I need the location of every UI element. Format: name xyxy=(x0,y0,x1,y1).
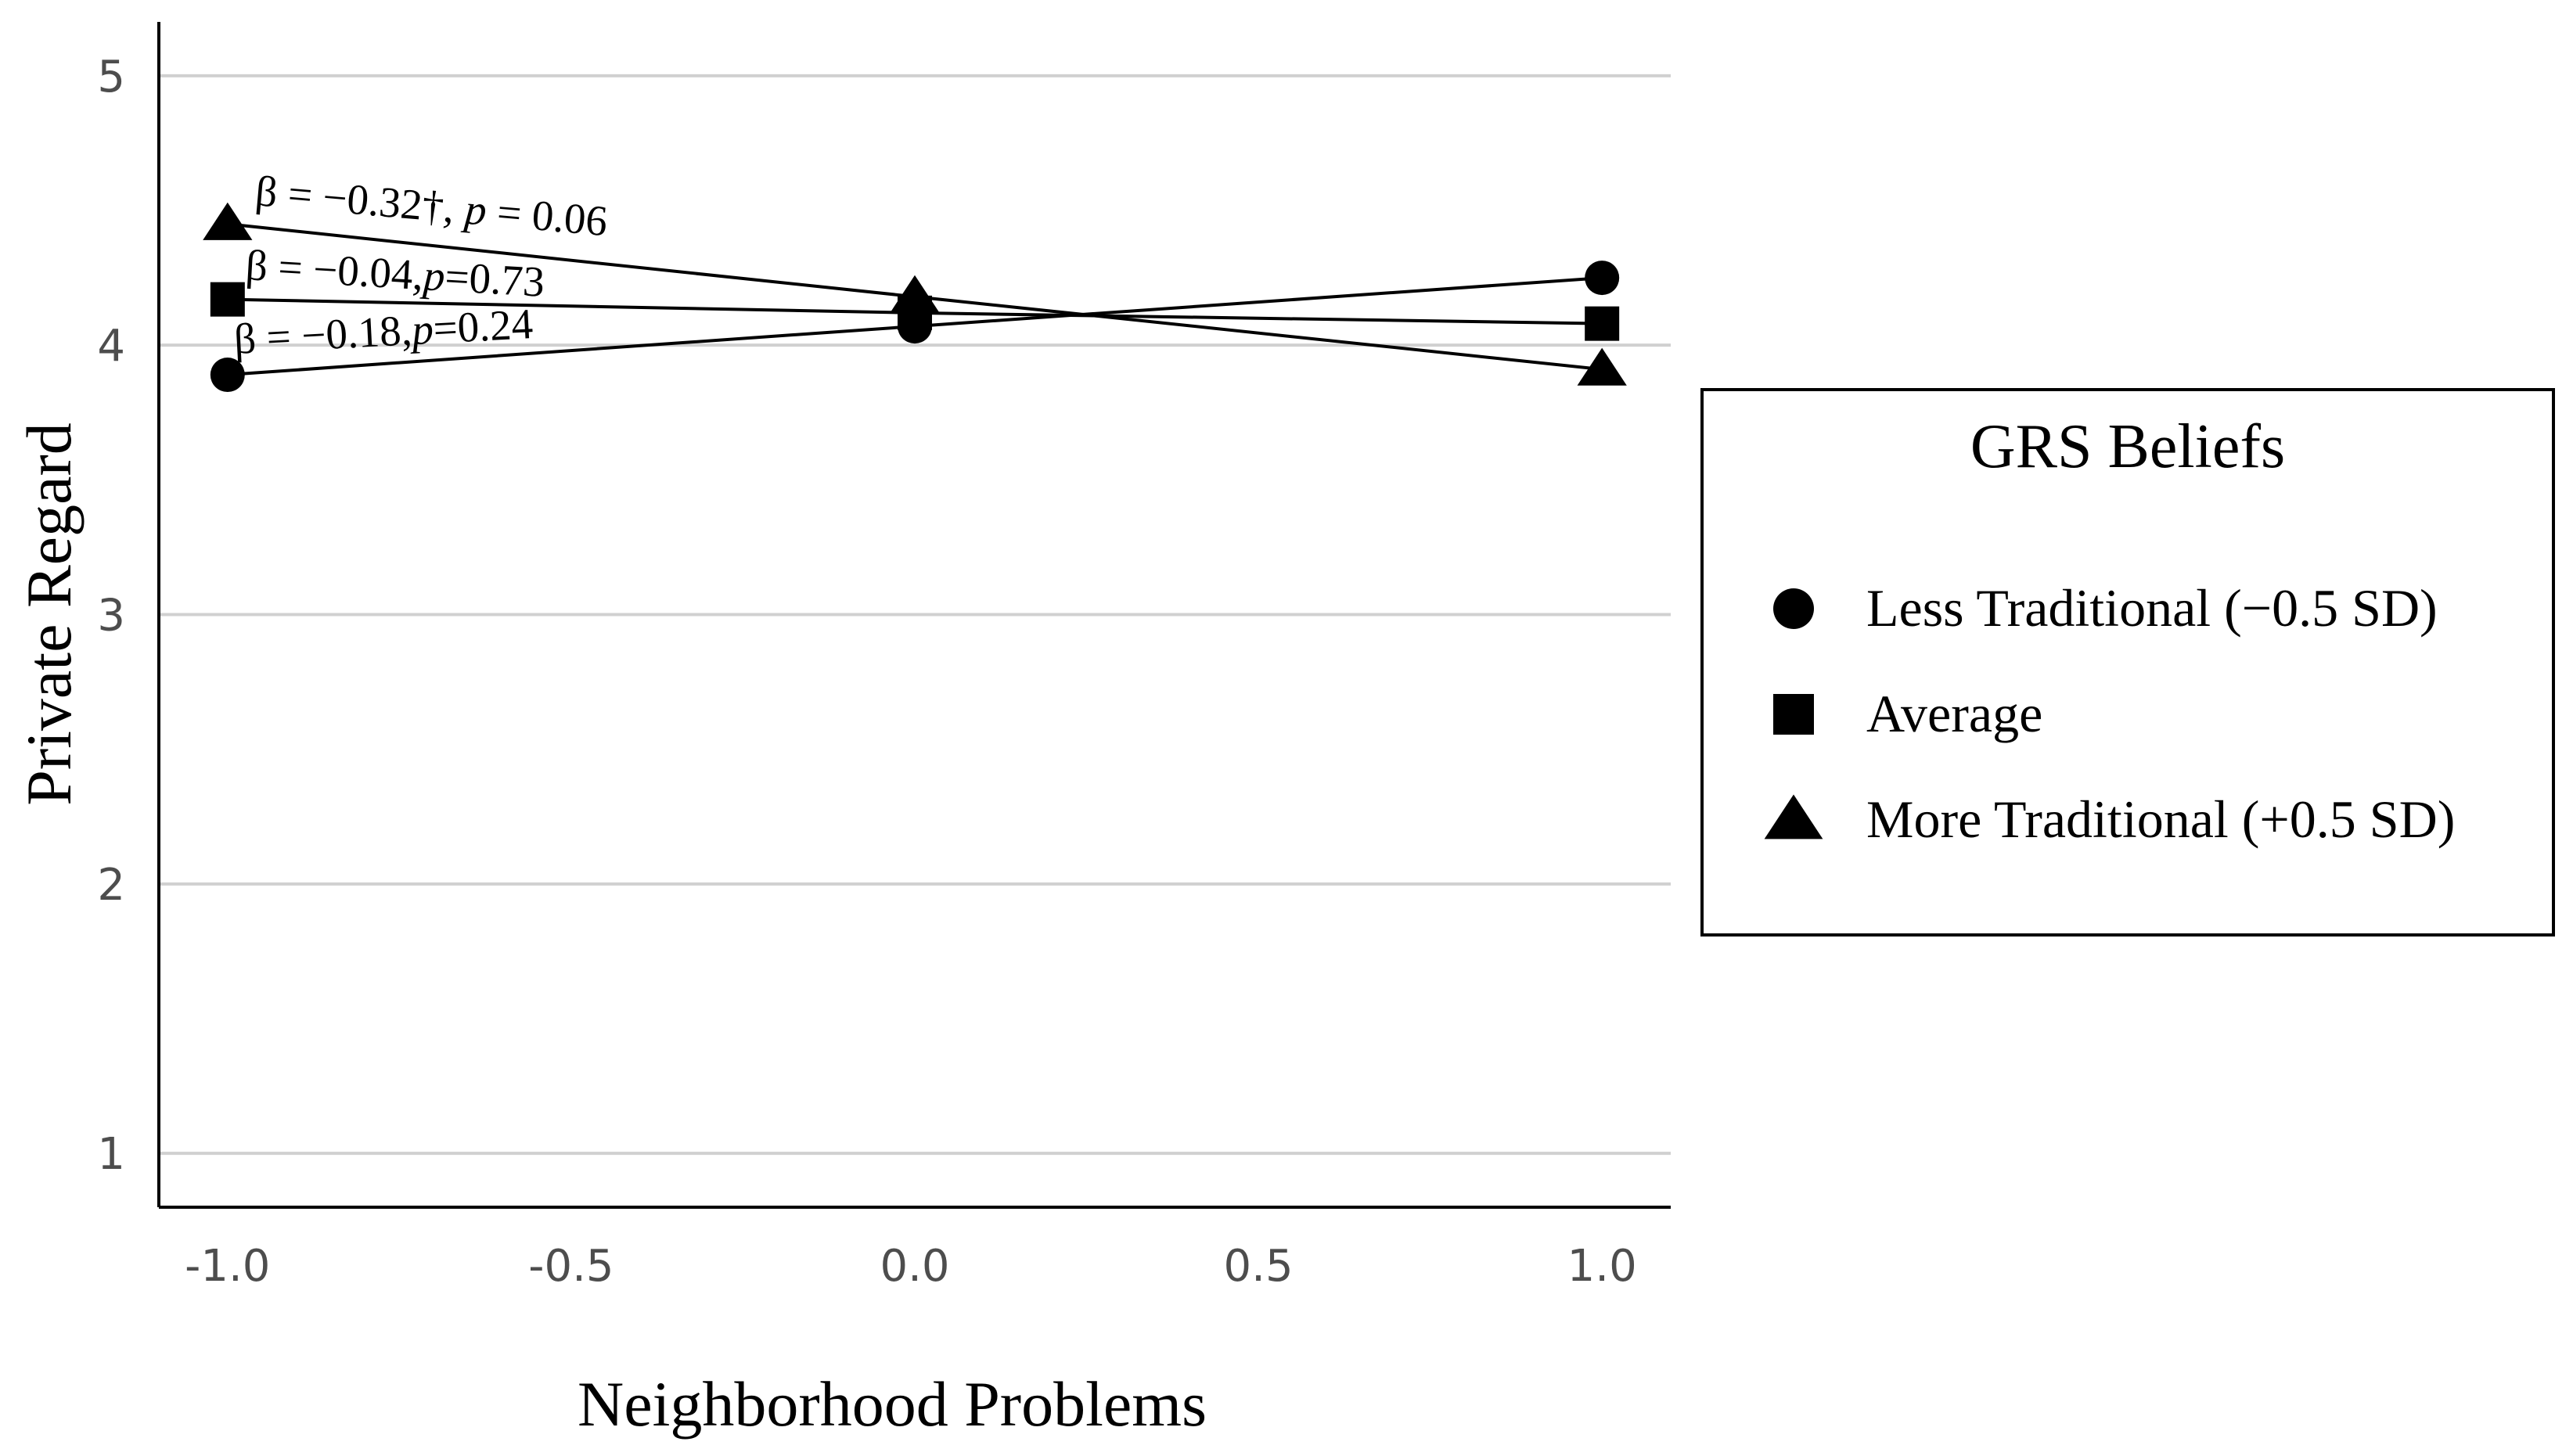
annotation-p-value: = 0.06 xyxy=(484,187,610,245)
y-tick-labels: 1 2 3 4 5 xyxy=(97,52,125,1180)
beta-annotation: β = −0.32†, p = 0.06 xyxy=(254,167,610,245)
legend-title: GRS Beliefs xyxy=(1970,412,2285,481)
annotation-p-label: p xyxy=(408,305,435,354)
x-tick-label: -1.0 xyxy=(185,1241,270,1292)
legend-label: Average xyxy=(1866,684,2042,743)
legend-items: Less Traditional (−0.5 SD) Average More Tr… xyxy=(1764,578,2455,849)
data-point-square xyxy=(210,282,245,317)
data-point-triangle xyxy=(1577,347,1627,386)
data-point-triangle xyxy=(890,275,940,313)
data-point-circle xyxy=(210,358,245,393)
annotation-beta: β = −0.32†, xyxy=(254,167,467,232)
data-point-circle xyxy=(1585,261,1620,296)
legend-box xyxy=(1700,388,2555,937)
annotations: β = −0.32†, p = 0.06β = −0.04,p=0.73β = … xyxy=(232,167,609,363)
beta-annotation: β = −0.18,p=0.24 xyxy=(232,300,534,363)
y-tick-label: 4 xyxy=(97,321,125,372)
beta-annotation: β = −0.04,p=0.73 xyxy=(244,241,545,306)
legend: GRS Beliefs Less Traditional (−0.5 SD) Av… xyxy=(1700,388,2555,937)
y-tick-label: 5 xyxy=(97,52,125,102)
gridlines xyxy=(159,74,1671,1156)
y-tick-label: 1 xyxy=(97,1129,125,1180)
y-axis-title: Private Regard xyxy=(13,422,85,806)
y-tick-label: 3 xyxy=(97,591,125,642)
annotation-beta: β = −0.04, xyxy=(244,241,425,299)
annotation-beta: β = −0.18, xyxy=(232,306,412,363)
legend-label: Less Traditional (−0.5 SD) xyxy=(1866,578,2438,638)
annotation-p-value: =0.73 xyxy=(444,253,546,306)
x-tick-label: 1.0 xyxy=(1567,1241,1637,1292)
x-tick-label: 0.0 xyxy=(880,1241,949,1292)
legend-label: More Traditional (+0.5 SD) xyxy=(1866,789,2455,849)
legend-marker-triangle xyxy=(1764,794,1823,839)
x-axis-title: Neighborhood Problems xyxy=(578,1368,1207,1440)
data-point-triangle xyxy=(203,202,253,240)
y-tick-label: 2 xyxy=(97,860,125,911)
x-tick-label: 0.5 xyxy=(1224,1241,1294,1292)
legend-marker-square xyxy=(1773,694,1814,735)
x-tick-labels: -1.0 -0.5 0.0 0.5 1.0 xyxy=(185,1241,1637,1292)
data-point-square xyxy=(1585,306,1620,341)
x-tick-label: -0.5 xyxy=(528,1241,614,1292)
annotation-p-value: =0.24 xyxy=(432,300,534,353)
legend-marker-circle xyxy=(1773,588,1814,629)
data-markers xyxy=(203,202,1627,393)
axes xyxy=(157,22,1671,1209)
